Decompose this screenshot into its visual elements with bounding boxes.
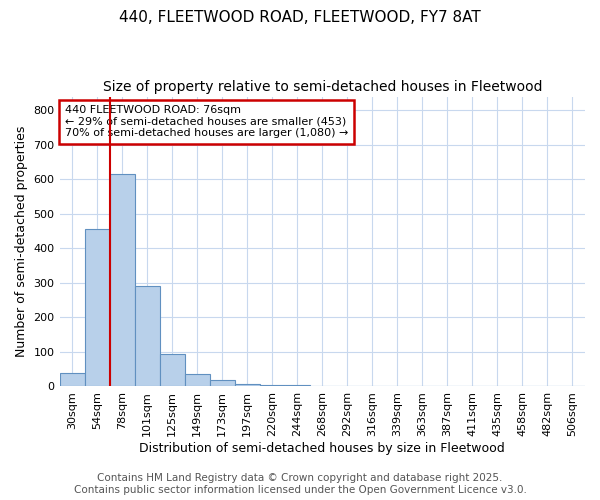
Text: Contains HM Land Registry data © Crown copyright and database right 2025.
Contai: Contains HM Land Registry data © Crown c… (74, 474, 526, 495)
Bar (209, 380, 235, 386)
Bar (185, 374, 209, 386)
Text: 440, FLEETWOOD ROAD, FLEETWOOD, FY7 8AT: 440, FLEETWOOD ROAD, FLEETWOOD, FY7 8AT (119, 10, 481, 25)
Text: 440 FLEETWOOD ROAD: 76sqm
← 29% of semi-detached houses are smaller (453)
70% of: 440 FLEETWOOD ROAD: 76sqm ← 29% of semi-… (65, 106, 348, 138)
Y-axis label: Number of semi-detached properties: Number of semi-detached properties (15, 126, 28, 357)
Bar (260, 384, 285, 386)
Title: Size of property relative to semi-detached houses in Fleetwood: Size of property relative to semi-detach… (103, 80, 542, 94)
Bar (110, 174, 134, 386)
Bar (134, 286, 160, 386)
Bar (160, 354, 185, 386)
Bar (285, 384, 310, 386)
X-axis label: Distribution of semi-detached houses by size in Fleetwood: Distribution of semi-detached houses by … (139, 442, 505, 455)
Bar (59, 372, 85, 386)
Bar (235, 384, 260, 386)
Bar (85, 230, 110, 386)
